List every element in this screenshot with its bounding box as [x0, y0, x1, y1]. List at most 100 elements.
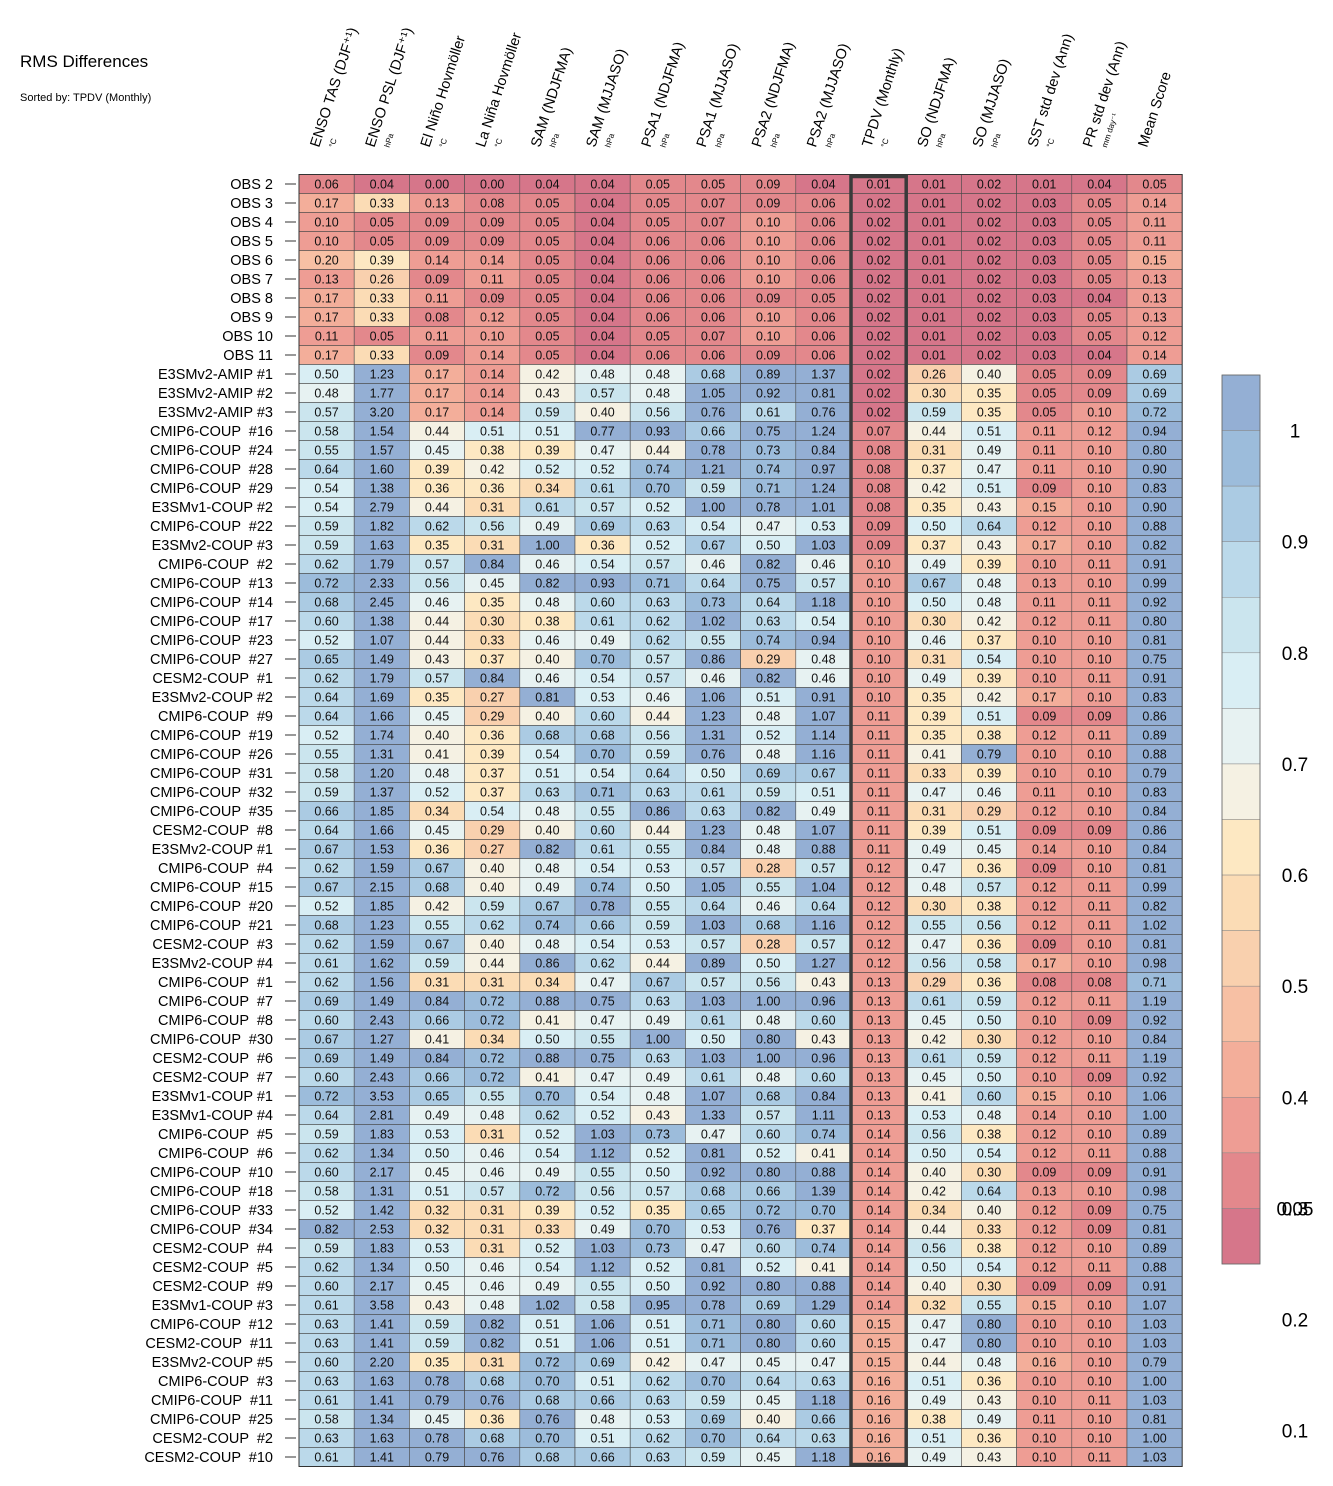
cell-value-label: 0.74 — [646, 463, 670, 477]
cell-value-label: 0.84 — [1142, 843, 1166, 857]
cell-value-label: 0.61 — [701, 1014, 725, 1028]
cell-value-label: 0.33 — [535, 1223, 559, 1237]
cell-value-label: 0.46 — [977, 786, 1001, 800]
cell-value-label: 0.06 — [701, 235, 725, 249]
cell-value-label: 0.02 — [977, 254, 1001, 268]
cell-value-label: 0.56 — [590, 1185, 614, 1199]
cell-value-label: 0.54 — [701, 520, 725, 534]
cell-value-label: 0.14 — [425, 254, 449, 268]
cell-value-label: 0.06 — [701, 254, 725, 268]
colorbar-tick-label: 0.3 — [1282, 1199, 1308, 1220]
cell-value-label: 0.11 — [1088, 881, 1111, 895]
cell-value-label: 0.31 — [922, 444, 946, 458]
cell-value-label: 0.91 — [1142, 1280, 1166, 1294]
cell-value-label: 0.59 — [646, 748, 670, 762]
cell-value-label: 0.55 — [590, 1166, 614, 1180]
cell-value-label: 0.10 — [1087, 748, 1111, 762]
cell-value-label: 1.56 — [370, 976, 394, 990]
cell-value-label: 0.35 — [425, 691, 449, 705]
cell-value-label: 0.64 — [646, 767, 670, 781]
cell-value-label: 0.75 — [756, 577, 780, 591]
cell-value-label: 0.10 — [866, 615, 890, 629]
cell-value-label: 0.10 — [1032, 634, 1056, 648]
column-unit-label: hPa — [824, 132, 837, 149]
cell-value-label: 0.10 — [480, 330, 504, 344]
cell-value-label: 0.61 — [314, 1394, 338, 1408]
cell-value-label: 0.30 — [977, 1280, 1001, 1294]
cell-value-label: 0.59 — [314, 520, 338, 534]
cell-value-label: 0.37 — [977, 634, 1001, 648]
cell-value-label: 1.60 — [370, 463, 394, 477]
cell-value-label: 1.41 — [370, 1318, 394, 1332]
row-label: CMIP6-COUP #16 — [150, 424, 273, 440]
cell-value-label: 0.42 — [480, 463, 504, 477]
cell-value-label: 0.48 — [535, 596, 559, 610]
cell-value-label: 0.31 — [480, 1128, 504, 1142]
cell-value-label: 0.31 — [480, 1223, 504, 1237]
row-label: CMIP6-COUP #6 — [158, 1146, 273, 1162]
cell-value-label: 0.67 — [425, 938, 449, 952]
cell-value-label: 0.36 — [590, 539, 614, 553]
cell-value-label: 0.84 — [1142, 1033, 1166, 1047]
cell-value-label: 0.50 — [756, 539, 780, 553]
cell-value-label: 0.81 — [811, 387, 835, 401]
cell-value-label: 1.03 — [590, 1242, 614, 1256]
cell-value-label: 0.10 — [1087, 406, 1111, 420]
cell-value-label: 0.48 — [756, 843, 780, 857]
cell-value-label: 0.89 — [1142, 1128, 1166, 1142]
cell-value-label: 0.03 — [1032, 197, 1056, 211]
cell-value-label: 0.02 — [977, 178, 1001, 192]
cell-value-label: 0.12 — [1032, 729, 1056, 743]
cell-value-label: 0.44 — [425, 501, 449, 515]
cell-value-label: 0.10 — [756, 330, 780, 344]
cell-value-label: 0.06 — [314, 178, 338, 192]
cell-value-label: 1.29 — [811, 1299, 835, 1313]
row-label: CESM2-COUP #1 — [152, 671, 273, 687]
cell-value-label: 0.38 — [977, 900, 1001, 914]
column-unit-label: hPa — [935, 132, 948, 149]
cell-value-label: 0.09 — [1032, 938, 1056, 952]
cell-value-label: 0.67 — [314, 1033, 338, 1047]
cell-value-label: 0.72 — [314, 577, 338, 591]
cell-value-label: 0.68 — [535, 1394, 559, 1408]
cell-value-label: 0.42 — [535, 368, 559, 382]
colorbar-segment — [1221, 874, 1261, 931]
heatmap-border — [298, 174, 1183, 1467]
cell-value-label: 2.81 — [370, 1109, 394, 1123]
cell-value-label: 0.76 — [480, 1394, 504, 1408]
cell-value-label: 0.64 — [701, 900, 725, 914]
cell-value-label: 1.37 — [370, 786, 394, 800]
cell-value-label: 0.10 — [1087, 463, 1111, 477]
cell-value-label: 0.05 — [811, 292, 835, 306]
cell-value-label: 0.54 — [590, 1090, 614, 1104]
cell-value-label: 0.47 — [922, 862, 946, 876]
cell-value-label: 0.04 — [1087, 349, 1111, 363]
cell-value-label: 1.63 — [370, 1375, 394, 1389]
cell-value-label: 0.64 — [314, 824, 338, 838]
cell-value-label: 0.48 — [756, 710, 780, 724]
cell-value-label: 0.46 — [480, 1280, 504, 1294]
cell-value-label: 0.37 — [480, 767, 504, 781]
cell-value-label: 0.14 — [480, 368, 504, 382]
cell-value-label: 0.02 — [977, 216, 1001, 230]
cell-value-label: 0.40 — [922, 1280, 946, 1294]
cell-value-label: 0.84 — [1142, 805, 1166, 819]
cell-value-label: 0.11 — [867, 786, 890, 800]
cell-value-label: 0.88 — [535, 1052, 559, 1066]
cell-value-label: 1.41 — [370, 1451, 394, 1465]
cell-value-label: 0.49 — [922, 1451, 946, 1465]
cell-value-label: 0.29 — [922, 976, 946, 990]
cell-value-label: 0.81 — [701, 1147, 725, 1161]
cell-value-label: 0.04 — [590, 254, 614, 268]
cell-value-label: 0.90 — [1142, 501, 1166, 515]
cell-value-label: 0.64 — [314, 1109, 338, 1123]
cell-value-label: 0.64 — [756, 1432, 780, 1446]
cell-value-label: 0.10 — [866, 577, 890, 591]
cell-value-label: 0.48 — [977, 1109, 1001, 1123]
cell-value-label: 0.35 — [646, 1204, 670, 1218]
cell-value-label: 0.78 — [425, 1432, 449, 1446]
cell-value-label: 0.33 — [370, 349, 394, 363]
cell-value-label: 0.44 — [922, 1223, 946, 1237]
cell-value-label: 0.43 — [977, 539, 1001, 553]
cell-value-label: 0.20 — [314, 254, 338, 268]
